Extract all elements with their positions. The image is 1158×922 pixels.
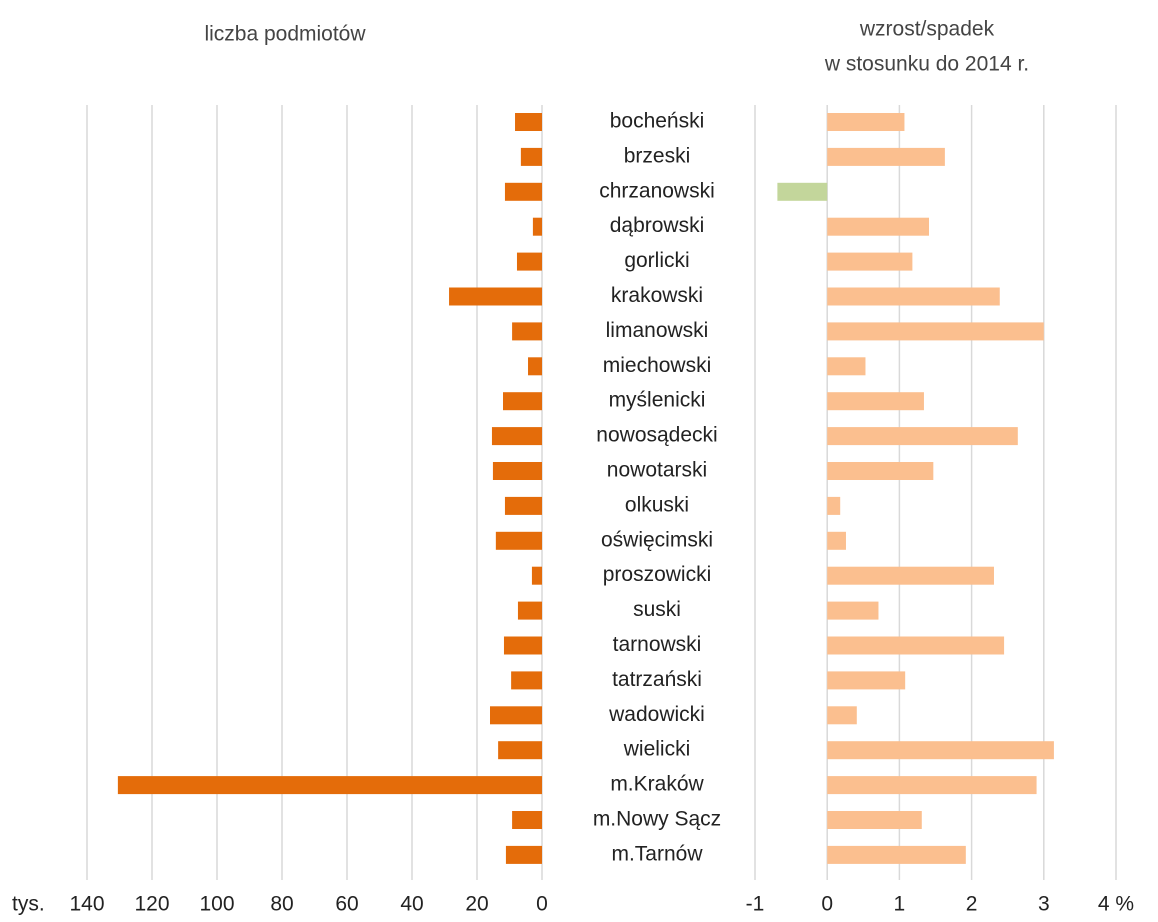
bar [531,566,542,585]
bar [532,217,542,236]
bar [827,636,1005,655]
x-tick-label: -1 [746,893,765,916]
x-tick-label: 80 [270,893,293,916]
category-label: m.Tarnów [611,842,703,865]
bar [827,566,994,585]
bar [495,531,542,550]
category-label: brzeski [624,144,691,167]
category-label: m.Kraków [610,773,704,796]
bar [511,671,542,690]
bar [498,741,542,760]
bar [827,531,846,550]
bar [504,182,542,201]
category-label: dąbrowski [610,214,705,237]
category-label: krakowski [611,284,703,307]
category-label: proszowicki [603,563,712,586]
x-tick-label: 40 [400,893,423,916]
category-label: wadowicki [608,703,705,726]
bar [505,845,542,864]
bar [504,496,542,515]
category-label: chrzanowski [599,179,715,202]
left-title: liczba podmiotów [204,23,366,46]
x-tick-label: 4 % [1098,893,1134,916]
bar [827,113,905,131]
right-title: wzrost/spadek [859,18,995,41]
right-title: w stosunku do 2014 r. [824,53,1029,76]
bar [827,217,930,236]
x-tick-label: 0 [536,893,548,916]
grid [86,105,1117,880]
category-label: tarnowski [613,633,702,656]
bar [490,706,542,725]
bar [827,496,841,515]
category-label: olkuski [625,493,689,516]
bar [827,671,906,690]
bar [492,462,542,480]
x-tick-label: 100 [199,893,234,916]
x-tick-label: 140 [69,893,104,916]
x-tick-label: 3 [1038,893,1050,916]
bar [827,147,945,166]
bar [827,462,934,480]
bar [827,392,924,411]
bar [827,741,1054,760]
category-label: miechowski [603,354,712,377]
category-label: m.Nowy Sącz [593,808,721,831]
category-label: limanowski [606,319,709,342]
bar [827,287,1000,306]
bar [777,182,828,201]
x-tick-label: 60 [335,893,358,916]
category-label: oświęcimski [601,528,713,551]
bar [503,392,542,411]
bar [827,706,857,725]
bar [827,845,966,864]
bar [512,322,542,341]
category-label: nowotarski [607,459,707,482]
x-tick-label: 20 [465,893,488,916]
bar [517,601,542,620]
bar [827,357,866,376]
bar [827,811,922,829]
bar [117,776,542,795]
x-tick-label: 1 [894,893,906,916]
bar [512,811,542,829]
bar [520,147,542,166]
bar [827,601,879,620]
x-tick-label: 2 [966,893,978,916]
category-label: suski [633,598,681,621]
bar [528,357,542,376]
bar [449,287,542,306]
bar [515,113,542,131]
category-label: wielicki [623,738,691,761]
category-label: myślenicki [609,389,706,412]
bar [516,252,542,271]
bar [503,636,542,655]
category-label: bocheński [610,110,705,133]
x-tick-label: 120 [134,893,169,916]
bar [827,322,1044,341]
category-label: tatrzański [612,668,702,691]
unit-label: tys. [12,893,45,916]
bar [827,427,1018,446]
x-tick-label: 0 [821,893,833,916]
category-label: gorlicki [624,249,689,272]
category-label: nowosądecki [596,424,717,447]
bar [827,252,913,271]
bar [827,776,1037,795]
bar [491,427,542,446]
